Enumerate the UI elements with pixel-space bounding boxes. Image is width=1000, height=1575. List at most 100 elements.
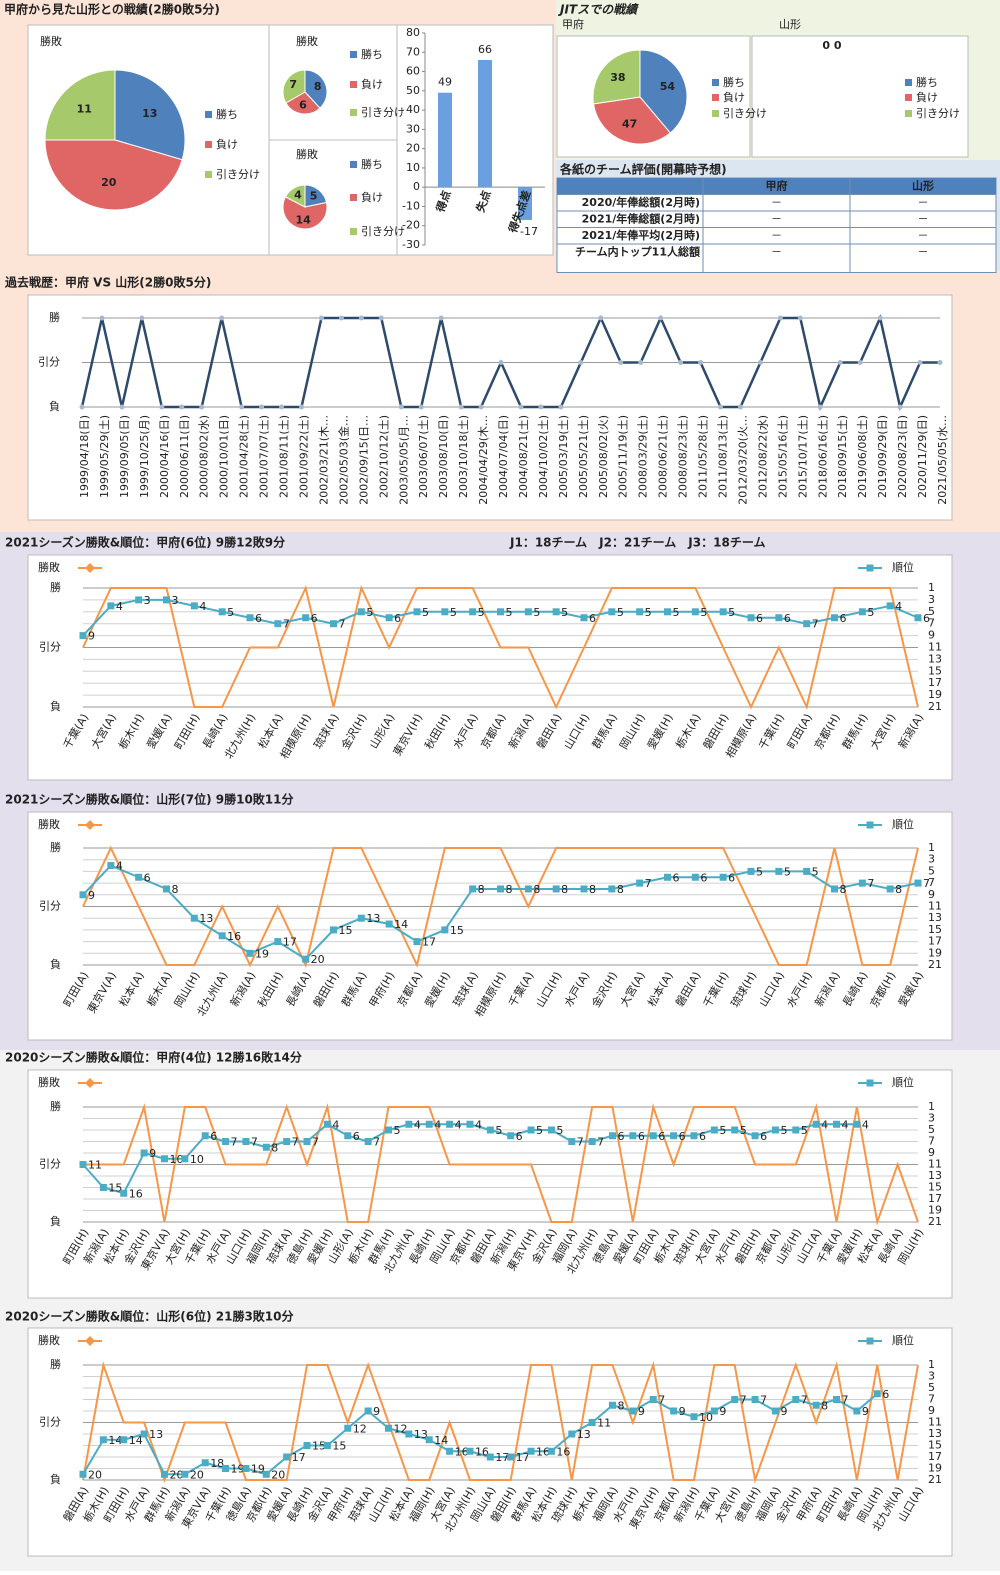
data-label: 9	[373, 1405, 380, 1418]
panel	[27, 1327, 953, 1557]
legend-label: 負け	[916, 91, 938, 104]
data-label: 5	[673, 606, 680, 619]
point	[181, 1155, 189, 1163]
point	[330, 620, 337, 628]
cell: －	[771, 229, 782, 242]
point	[466, 1447, 474, 1455]
point	[751, 1396, 759, 1403]
x-tick-label: 2018/09/15(土)	[836, 415, 849, 498]
slice-label: 11	[77, 102, 92, 115]
data-label: 19	[251, 1463, 265, 1476]
point	[710, 1126, 718, 1134]
series-line	[82, 584, 919, 711]
y-tick-label: 70	[406, 45, 420, 58]
data-label: 16	[227, 930, 241, 943]
legend-label: 引き分け	[361, 105, 405, 119]
pie-slice	[282, 69, 306, 104]
point	[163, 885, 170, 893]
legend-label: 勝ち	[361, 47, 383, 61]
legend-label: 引き分け	[361, 224, 405, 238]
data-label: 20	[271, 1468, 285, 1481]
point	[719, 873, 727, 881]
point	[737, 404, 743, 410]
y2-tick-label: 7	[928, 876, 935, 889]
point	[446, 1120, 454, 1128]
legend-swatch	[350, 194, 357, 201]
legend-swatch	[905, 79, 912, 86]
point	[486, 1126, 494, 1134]
data-label: 5	[740, 1124, 747, 1137]
x-tick-label: 2021/05/05(水…	[936, 415, 949, 505]
data-label: 4	[116, 860, 123, 873]
data-label: 13	[199, 912, 213, 925]
point	[384, 1126, 392, 1134]
point	[691, 873, 699, 881]
point	[858, 608, 866, 616]
point	[405, 1120, 413, 1128]
slice-label: 5	[310, 189, 318, 202]
panel	[751, 35, 969, 158]
row-label: 2020/年俸総額(2月時)	[582, 195, 700, 209]
data-label: 6	[658, 1130, 665, 1143]
data-label: 15	[108, 1182, 122, 1195]
point	[527, 1126, 535, 1134]
data-label: 9	[679, 1405, 686, 1418]
data-label: 5	[801, 1124, 808, 1137]
x-tick-label: 2002/10/12(土)	[377, 415, 390, 498]
data-label: 20	[88, 1468, 102, 1481]
pie-slice	[285, 91, 321, 115]
data-label: 7	[801, 1394, 808, 1407]
slice-label: 4	[294, 188, 302, 201]
legend-label: 引き分け	[723, 106, 767, 120]
y-tick-label: 引分	[39, 640, 61, 654]
point	[497, 885, 504, 893]
point	[629, 1407, 637, 1415]
data-label: 4	[455, 1118, 462, 1131]
point	[691, 608, 699, 616]
slice-label: 20	[101, 176, 117, 189]
y2-tick-label: 9	[928, 629, 935, 642]
data-label: 6	[255, 612, 262, 625]
point	[190, 914, 198, 922]
data-label: 14	[129, 1434, 143, 1447]
legend-marker	[866, 1337, 874, 1345]
y2-tick-label: 15	[928, 664, 942, 677]
x-tick-label: 2000/06/11(日)	[178, 415, 191, 498]
data-label: 5	[533, 606, 540, 619]
data-label: 5	[495, 1124, 502, 1137]
x-tick-label: 2005/11/19(土)	[617, 415, 630, 498]
data-label: 4	[821, 1118, 828, 1131]
column-header: 山形	[912, 178, 934, 192]
point	[330, 926, 337, 934]
legend-label: 勝敗	[38, 560, 60, 574]
x-tick-label: 2004/04/29(木…	[477, 415, 490, 505]
data-label: 4	[842, 1118, 849, 1131]
y2-tick-label: 21	[928, 958, 942, 971]
point	[698, 360, 704, 365]
x-tick-label: 2001/09/22(土)	[297, 415, 310, 498]
data-label: 8	[561, 883, 568, 896]
x-tick-label: 2011/05/28(土)	[697, 415, 710, 498]
y2-tick-label: 1	[928, 1100, 935, 1113]
point	[507, 1132, 515, 1140]
point	[378, 315, 384, 321]
y2-tick-label: 5	[928, 1123, 935, 1136]
legend-swatch	[712, 110, 719, 117]
data-label: 5	[812, 865, 819, 878]
point	[618, 360, 624, 365]
point	[777, 315, 783, 321]
point	[558, 404, 564, 410]
data-label: 11	[88, 1159, 102, 1172]
data-label: 4	[332, 1118, 339, 1131]
point	[302, 614, 310, 622]
x-tick-label: 2003/06/07(土)	[417, 415, 430, 498]
legend-marker	[866, 821, 874, 829]
point	[886, 602, 894, 610]
point	[497, 608, 504, 616]
data-label: 6	[638, 1130, 645, 1143]
point	[222, 1138, 230, 1145]
point	[771, 1407, 779, 1415]
data-label: 20	[190, 1468, 204, 1481]
point	[357, 914, 365, 922]
point	[140, 1149, 148, 1157]
